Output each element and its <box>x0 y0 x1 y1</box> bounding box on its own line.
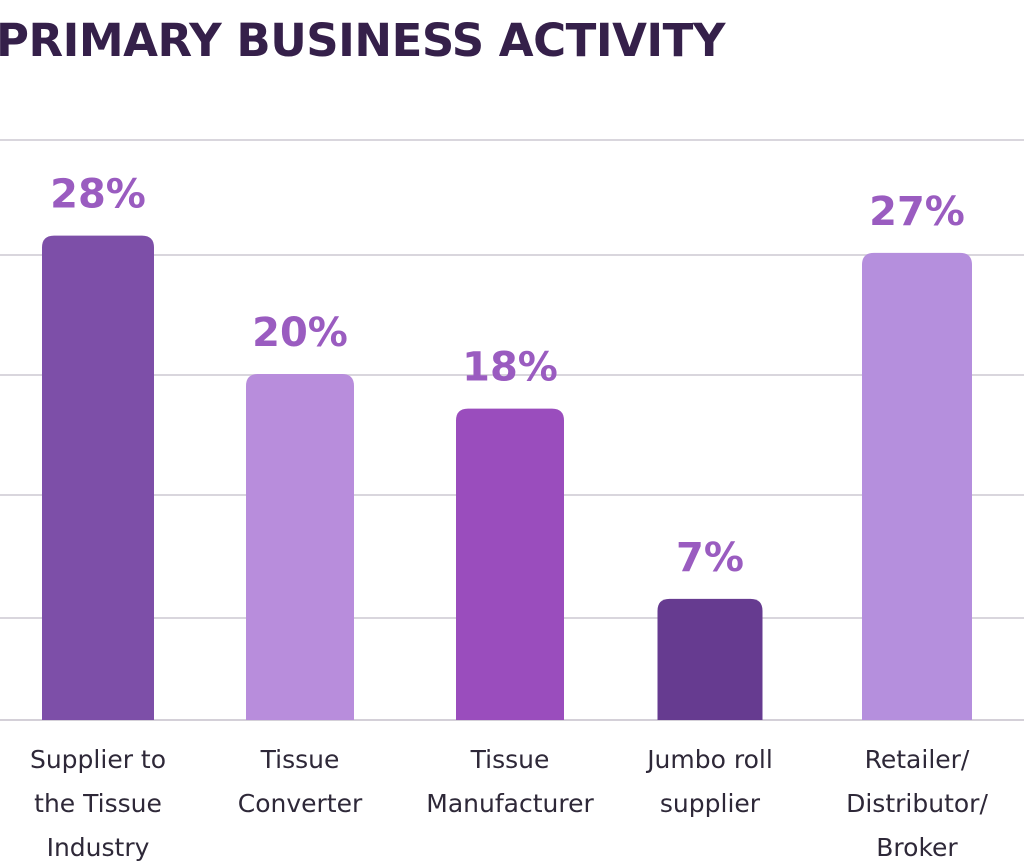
category-label: Converter <box>238 789 363 818</box>
bar-3 <box>456 408 564 720</box>
bar-4 <box>657 598 763 720</box>
category-label: supplier <box>660 789 761 818</box>
category-label: Supplier to <box>30 745 166 774</box>
category-label: Broker <box>876 833 958 862</box>
bar-5 <box>862 252 972 720</box>
data-label: 28% <box>50 172 146 218</box>
category-label: the Tissue <box>34 789 162 818</box>
data-label: 18% <box>462 345 558 391</box>
chart-title: PRIMARY BUSINESS ACTIVITY <box>0 14 725 67</box>
bar-1 <box>42 235 154 720</box>
category-label: Retailer/ <box>865 745 970 774</box>
category-label: Jumbo roll <box>645 745 773 774</box>
data-label: 20% <box>252 310 348 356</box>
data-label: 27% <box>869 189 965 235</box>
bar-2 <box>246 374 354 720</box>
category-label: Industry <box>47 833 150 862</box>
category-label: Tissue <box>260 745 340 774</box>
category-label: Manufacturer <box>426 789 594 818</box>
data-label: 7% <box>676 535 744 581</box>
category-label: Distributor/ <box>846 789 988 818</box>
category-label: Tissue <box>470 745 550 774</box>
